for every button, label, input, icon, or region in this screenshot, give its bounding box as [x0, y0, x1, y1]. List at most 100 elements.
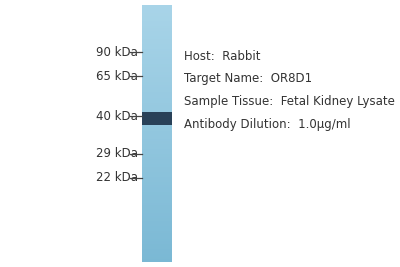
Bar — [142, 98, 172, 101]
Bar — [142, 231, 172, 234]
Bar — [142, 233, 172, 237]
Bar — [142, 180, 172, 183]
Bar — [142, 28, 172, 32]
Bar — [142, 85, 172, 88]
Bar — [142, 208, 172, 211]
Text: Antibody Dilution:  1.0µg/ml: Antibody Dilution: 1.0µg/ml — [184, 118, 351, 131]
Bar — [142, 87, 172, 91]
Bar — [142, 239, 172, 242]
Text: Host:  Rabbit: Host: Rabbit — [184, 50, 260, 62]
Bar — [142, 90, 172, 93]
Bar — [142, 215, 172, 219]
Bar — [142, 72, 172, 75]
Bar — [142, 162, 172, 165]
Bar — [142, 159, 172, 162]
Bar — [142, 118, 172, 121]
Bar — [142, 156, 172, 160]
Bar — [142, 249, 172, 252]
Bar — [142, 187, 172, 190]
Bar — [142, 172, 172, 175]
Bar — [142, 241, 172, 244]
Bar — [142, 236, 172, 239]
Bar — [142, 257, 172, 260]
Bar — [142, 69, 172, 73]
Text: 40 kDa: 40 kDa — [96, 110, 138, 123]
Bar — [142, 46, 172, 49]
Bar — [142, 193, 172, 195]
Bar — [142, 95, 172, 98]
Bar — [142, 226, 172, 229]
Bar — [142, 52, 172, 54]
Bar — [142, 31, 172, 34]
Bar — [142, 198, 172, 201]
Bar — [142, 82, 172, 85]
Bar — [142, 200, 172, 203]
Bar — [142, 112, 172, 125]
Bar — [142, 177, 172, 180]
Bar — [142, 39, 172, 42]
Bar — [142, 210, 172, 214]
Bar — [142, 221, 172, 224]
Bar — [142, 100, 172, 103]
Bar — [142, 36, 172, 39]
Bar — [142, 203, 172, 206]
Bar — [142, 123, 172, 126]
Bar — [142, 228, 172, 231]
Bar — [142, 113, 172, 116]
Bar — [142, 131, 172, 134]
Bar — [142, 105, 172, 108]
Bar — [142, 190, 172, 193]
Bar — [142, 128, 172, 131]
Bar — [142, 54, 172, 57]
Bar — [142, 149, 172, 152]
Bar — [142, 205, 172, 208]
Bar — [142, 121, 172, 124]
Bar — [142, 8, 172, 11]
Bar — [142, 108, 172, 111]
Bar — [142, 175, 172, 178]
Bar — [142, 77, 172, 80]
Bar — [142, 167, 172, 170]
Bar — [142, 146, 172, 150]
Bar — [142, 15, 172, 19]
Bar — [142, 57, 172, 60]
Bar — [142, 13, 172, 16]
Bar — [142, 74, 172, 78]
Text: 22 kDa: 22 kDa — [96, 171, 138, 184]
Bar — [142, 246, 172, 249]
Bar — [142, 5, 172, 9]
Bar — [142, 136, 172, 139]
Bar — [142, 244, 172, 247]
Bar — [142, 154, 172, 157]
Bar — [142, 67, 172, 70]
Bar — [142, 49, 172, 52]
Bar — [142, 23, 172, 26]
Bar — [142, 18, 172, 21]
Bar — [142, 223, 172, 226]
Text: Target Name:  OR8D1: Target Name: OR8D1 — [184, 72, 312, 85]
Bar — [142, 218, 172, 221]
Bar — [142, 111, 172, 113]
Text: 29 kDa: 29 kDa — [96, 147, 138, 160]
Bar — [142, 103, 172, 106]
Bar — [142, 134, 172, 137]
Bar — [142, 169, 172, 172]
Bar — [142, 59, 172, 62]
Bar — [142, 62, 172, 65]
Bar — [142, 144, 172, 147]
Text: 65 kDa: 65 kDa — [96, 70, 138, 83]
Bar — [142, 254, 172, 257]
Bar — [142, 21, 172, 24]
Bar — [142, 182, 172, 185]
Bar — [142, 116, 172, 119]
Bar — [142, 10, 172, 14]
Bar — [142, 64, 172, 67]
Bar — [142, 126, 172, 129]
Text: Sample Tissue:  Fetal Kidney Lysate: Sample Tissue: Fetal Kidney Lysate — [184, 95, 395, 108]
Bar — [142, 195, 172, 198]
Bar — [142, 141, 172, 144]
Bar — [142, 44, 172, 47]
Bar — [142, 34, 172, 37]
Bar — [142, 164, 172, 167]
Bar — [142, 252, 172, 254]
